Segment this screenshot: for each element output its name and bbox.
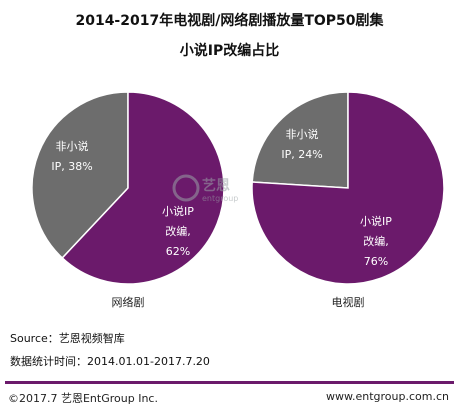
pie-0-slice-1 — [61, 91, 225, 285]
pie-name-web-drama: 网络剧 — [111, 296, 145, 309]
watermark-logo: 艺恩 entgroup — [172, 174, 238, 203]
period-note: 数据统计时间：2014.01.01-2017.7.20 — [10, 355, 210, 368]
chart-title: 2014-2017年电视剧/网络剧播放量TOP50剧集 — [75, 13, 384, 29]
pie-name-tv-drama: 电视剧 — [331, 296, 365, 309]
source-note: Source：艺恩视频智库 — [10, 332, 125, 345]
website-link[interactable]: www.entgroup.com.cn — [326, 390, 449, 403]
pie-0-slice-0 — [31, 91, 129, 260]
copyright-text: ©2017.7 艺恩EntGroup Inc. — [8, 392, 158, 405]
pie-0-slice-0-label: 非小说 IP, 38% — [51, 139, 92, 173]
chart-subtitle: 小说IP改编占比 — [179, 43, 280, 59]
watermark-cn: 艺恩 — [202, 177, 230, 194]
watermark-en: entgroup — [202, 194, 238, 203]
pie-1-slice-0-label: 非小说 IP, 24% — [281, 127, 322, 161]
pie-1-slice-1 — [251, 91, 445, 285]
watermark-logo-circle — [172, 174, 200, 202]
pie-0-slice-1-label: 小说IP 改编, 62% — [162, 204, 194, 258]
pie-1-slice-0 — [251, 91, 349, 189]
pie-1-slice-1-label: 小说IP 改编, 76% — [360, 214, 392, 268]
footer-divider — [5, 381, 454, 384]
